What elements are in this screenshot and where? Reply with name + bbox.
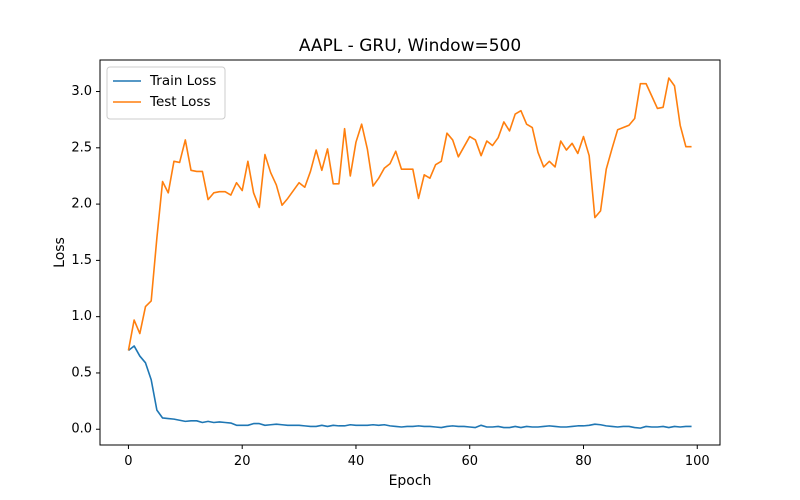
- legend-box: [106, 66, 226, 120]
- legend-label: Test Loss: [149, 94, 211, 110]
- y-tick-label: 3.0: [71, 84, 92, 99]
- legend-label: Train Loss: [149, 73, 216, 89]
- x-tick-label: 40: [348, 454, 365, 469]
- x-tick-label: 20: [234, 454, 251, 469]
- x-axis-label: Epoch: [389, 473, 432, 489]
- y-axis: 0.0 0.5 1.0 1.5 2.0 2.5 3.0: [71, 84, 100, 437]
- train-loss-line: [127, 345, 692, 429]
- y-axis-label: Loss: [52, 237, 68, 268]
- y-tick-label: 1.5: [71, 253, 92, 268]
- x-tick-label: 0: [124, 454, 132, 469]
- test-loss-line: [127, 77, 692, 351]
- x-tick-label: 80: [575, 454, 592, 469]
- y-tick-label: 2.5: [71, 140, 92, 155]
- series-layer: [127, 77, 692, 429]
- plot-frame: [99, 59, 721, 446]
- legend: Train Loss Test Loss: [106, 66, 226, 120]
- y-tick-label: 1.0: [71, 309, 92, 324]
- x-tick-label: 60: [461, 454, 478, 469]
- x-tick-label: 100: [685, 454, 710, 469]
- chart-title: AAPL - GRU, Window=500: [299, 36, 521, 56]
- y-tick-label: 0.5: [71, 365, 92, 380]
- x-axis: 0 20 40 60 80 100: [124, 445, 710, 469]
- y-tick-label: 0.0: [71, 422, 92, 437]
- y-tick-label: 2.0: [71, 197, 92, 212]
